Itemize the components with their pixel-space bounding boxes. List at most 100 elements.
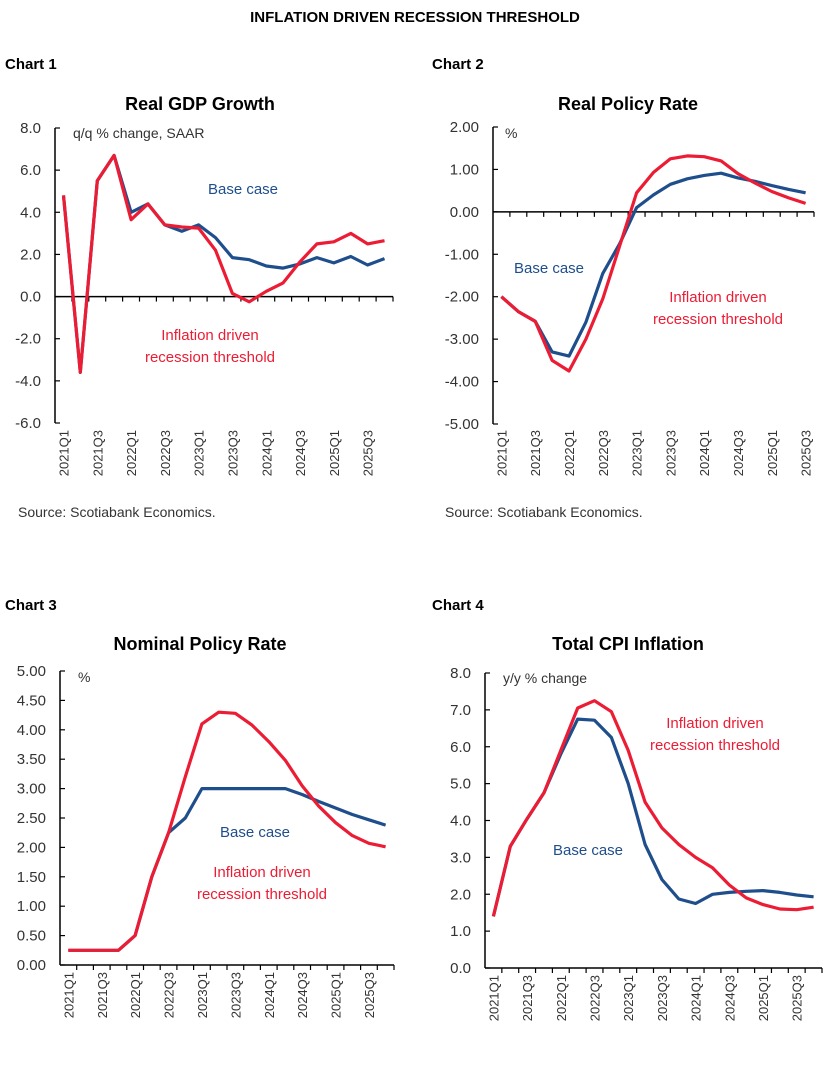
y-tick-label: 7.0 xyxy=(450,702,471,719)
y-tick-label: -2.0 xyxy=(15,331,41,348)
y-tick-label: 2.0 xyxy=(450,886,471,903)
x-tick-label: 2025Q3 xyxy=(362,972,377,1018)
y-tick-label: -3.00 xyxy=(445,331,479,348)
y-tick-label: 0.00 xyxy=(17,957,46,974)
y-tick-label: 6.0 xyxy=(20,162,41,179)
unit-label: q/q % change, SAAR xyxy=(73,125,205,141)
series-label-inflation-driven: recession threshold xyxy=(145,349,275,366)
y-tick-label: -5.00 xyxy=(445,416,479,433)
chart-4: Chart 4 Total CPI Inflation y/y % change 8.… xyxy=(432,597,823,1021)
x-tick-label: 2023Q1 xyxy=(630,430,645,476)
chart-label: Chart 1 xyxy=(5,56,57,73)
y-tick-label: -6.0 xyxy=(15,415,41,432)
chart-title: Real GDP Growth xyxy=(125,94,275,114)
x-tick-label: 2021Q1 xyxy=(486,975,501,1021)
y-tick-label: 4.0 xyxy=(20,204,41,221)
chart-title: Real Policy Rate xyxy=(558,94,698,114)
chart-3: Chart 3 Nominal Policy Rate% 5.00 4.50 4.00 3… xyxy=(5,597,395,1018)
x-tick-label: 2023Q1 xyxy=(192,430,207,476)
x-tick-label: 2022Q3 xyxy=(158,430,173,476)
y-tick-label: 2.0 xyxy=(20,246,41,263)
y-tick-label: 6.0 xyxy=(450,739,471,756)
y-tick-label: -4.00 xyxy=(445,374,479,391)
x-tick-label: 2024Q3 xyxy=(731,430,746,476)
x-tick-label: 2023Q1 xyxy=(621,975,636,1021)
series-label-base-case: Base case xyxy=(553,842,623,859)
y-tick-label: 8.0 xyxy=(450,665,471,682)
x-tick-label: 2024Q3 xyxy=(293,430,308,476)
x-tick-label: 2024Q1 xyxy=(697,430,712,476)
x-tick-label: 2022Q1 xyxy=(124,430,139,476)
chart-label: Chart 3 xyxy=(5,597,57,614)
y-tick-label: 3.00 xyxy=(17,781,46,798)
x-tick-label: 2024Q1 xyxy=(259,430,274,476)
source-note: Source: Scotiabank Economics. xyxy=(445,504,643,520)
y-tick-label: 2.00 xyxy=(450,119,479,136)
series-label-inflation-driven: recession threshold xyxy=(650,737,780,754)
y-tick-label: 0.0 xyxy=(450,960,471,977)
series-line-inflation-driven xyxy=(61,153,385,374)
x-tick-label: 2025Q1 xyxy=(329,972,344,1018)
x-tick-label: 2023Q3 xyxy=(228,972,243,1018)
y-tick-label: 4.00 xyxy=(17,722,46,739)
x-tick-label: 2024Q3 xyxy=(722,975,737,1021)
x-tick-label: 2021Q3 xyxy=(90,430,105,476)
y-tick-label: 4.50 xyxy=(17,692,46,709)
y-tick-label: 1.0 xyxy=(450,923,471,940)
y-tick-label: 3.50 xyxy=(17,751,46,768)
y-tick-label: 5.0 xyxy=(450,776,471,793)
source-note: Source: Scotiabank Economics. xyxy=(18,504,216,520)
unit-label: % xyxy=(78,669,90,685)
series-label-inflation-driven: Inflation driven xyxy=(666,715,764,732)
x-tick-label: 2025Q1 xyxy=(765,430,780,476)
x-tick-label: 2024Q1 xyxy=(689,975,704,1021)
y-tick-label: 4.0 xyxy=(450,813,471,830)
x-tick-label: 2022Q3 xyxy=(162,972,177,1018)
chart-1: Chart 1 Real GDP Growth q/q % change, SAAR… xyxy=(5,56,394,520)
x-tick-label: 2021Q3 xyxy=(528,430,543,476)
chart-label: Chart 4 xyxy=(432,597,484,614)
y-tick-label: -1.00 xyxy=(445,246,479,263)
x-tick-label: 2022Q1 xyxy=(554,975,569,1021)
y-tick-label: 5.00 xyxy=(17,663,46,680)
y-tick-label: 1.00 xyxy=(17,898,46,915)
x-tick-label: 2021Q3 xyxy=(95,972,110,1018)
x-tick-label: 2021Q1 xyxy=(56,430,71,476)
x-tick-label: 2025Q3 xyxy=(790,975,805,1021)
x-tick-label: 2023Q3 xyxy=(655,975,670,1021)
x-tick-label: 2025Q1 xyxy=(327,430,342,476)
x-tick-label: 2025Q3 xyxy=(361,430,376,476)
series-label-base-case: Base case xyxy=(514,260,584,277)
x-tick-label: 2022Q1 xyxy=(128,972,143,1018)
x-tick-label: 2023Q3 xyxy=(663,430,678,476)
x-tick-label: 2022Q1 xyxy=(562,430,577,476)
series-label-inflation-driven: Inflation driven xyxy=(161,327,259,344)
unit-label: % xyxy=(505,125,517,141)
series-label-inflation-driven: recession threshold xyxy=(653,311,783,328)
y-tick-label: 3.0 xyxy=(450,849,471,866)
series-line-inflation-driven xyxy=(68,710,386,952)
series-label-base-case: Base case xyxy=(208,181,278,198)
chart-title: Nominal Policy Rate xyxy=(113,634,286,654)
y-tick-label: 1.50 xyxy=(17,869,46,886)
series-label-base-case: Base case xyxy=(220,824,290,841)
x-tick-label: 2021Q1 xyxy=(494,430,509,476)
chart-label: Chart 2 xyxy=(432,56,484,73)
chart-2: Chart 2 Real Policy Rate% 2.00 1.00 0.00 -1.0… xyxy=(432,56,815,520)
x-tick-label: 2024Q3 xyxy=(295,972,310,1018)
y-tick-label: 2.00 xyxy=(17,839,46,856)
page-title: INFLATION DRIVEN RECESSION THRESHOLD xyxy=(250,9,580,26)
x-tick-label: 2024Q1 xyxy=(262,972,277,1018)
x-tick-label: 2022Q3 xyxy=(596,430,611,476)
y-tick-label: 0.00 xyxy=(450,204,479,221)
x-tick-label: 2025Q1 xyxy=(756,975,771,1021)
y-tick-label: -2.00 xyxy=(445,289,479,306)
x-tick-label: 2025Q3 xyxy=(799,430,814,476)
x-tick-label: 2023Q1 xyxy=(195,972,210,1018)
series-label-inflation-driven: Inflation driven xyxy=(669,289,767,306)
x-tick-label: 2021Q1 xyxy=(61,972,76,1018)
x-tick-label: 2023Q3 xyxy=(225,430,240,476)
y-tick-label: -4.0 xyxy=(15,373,41,390)
chart-title: Total CPI Inflation xyxy=(552,634,704,654)
